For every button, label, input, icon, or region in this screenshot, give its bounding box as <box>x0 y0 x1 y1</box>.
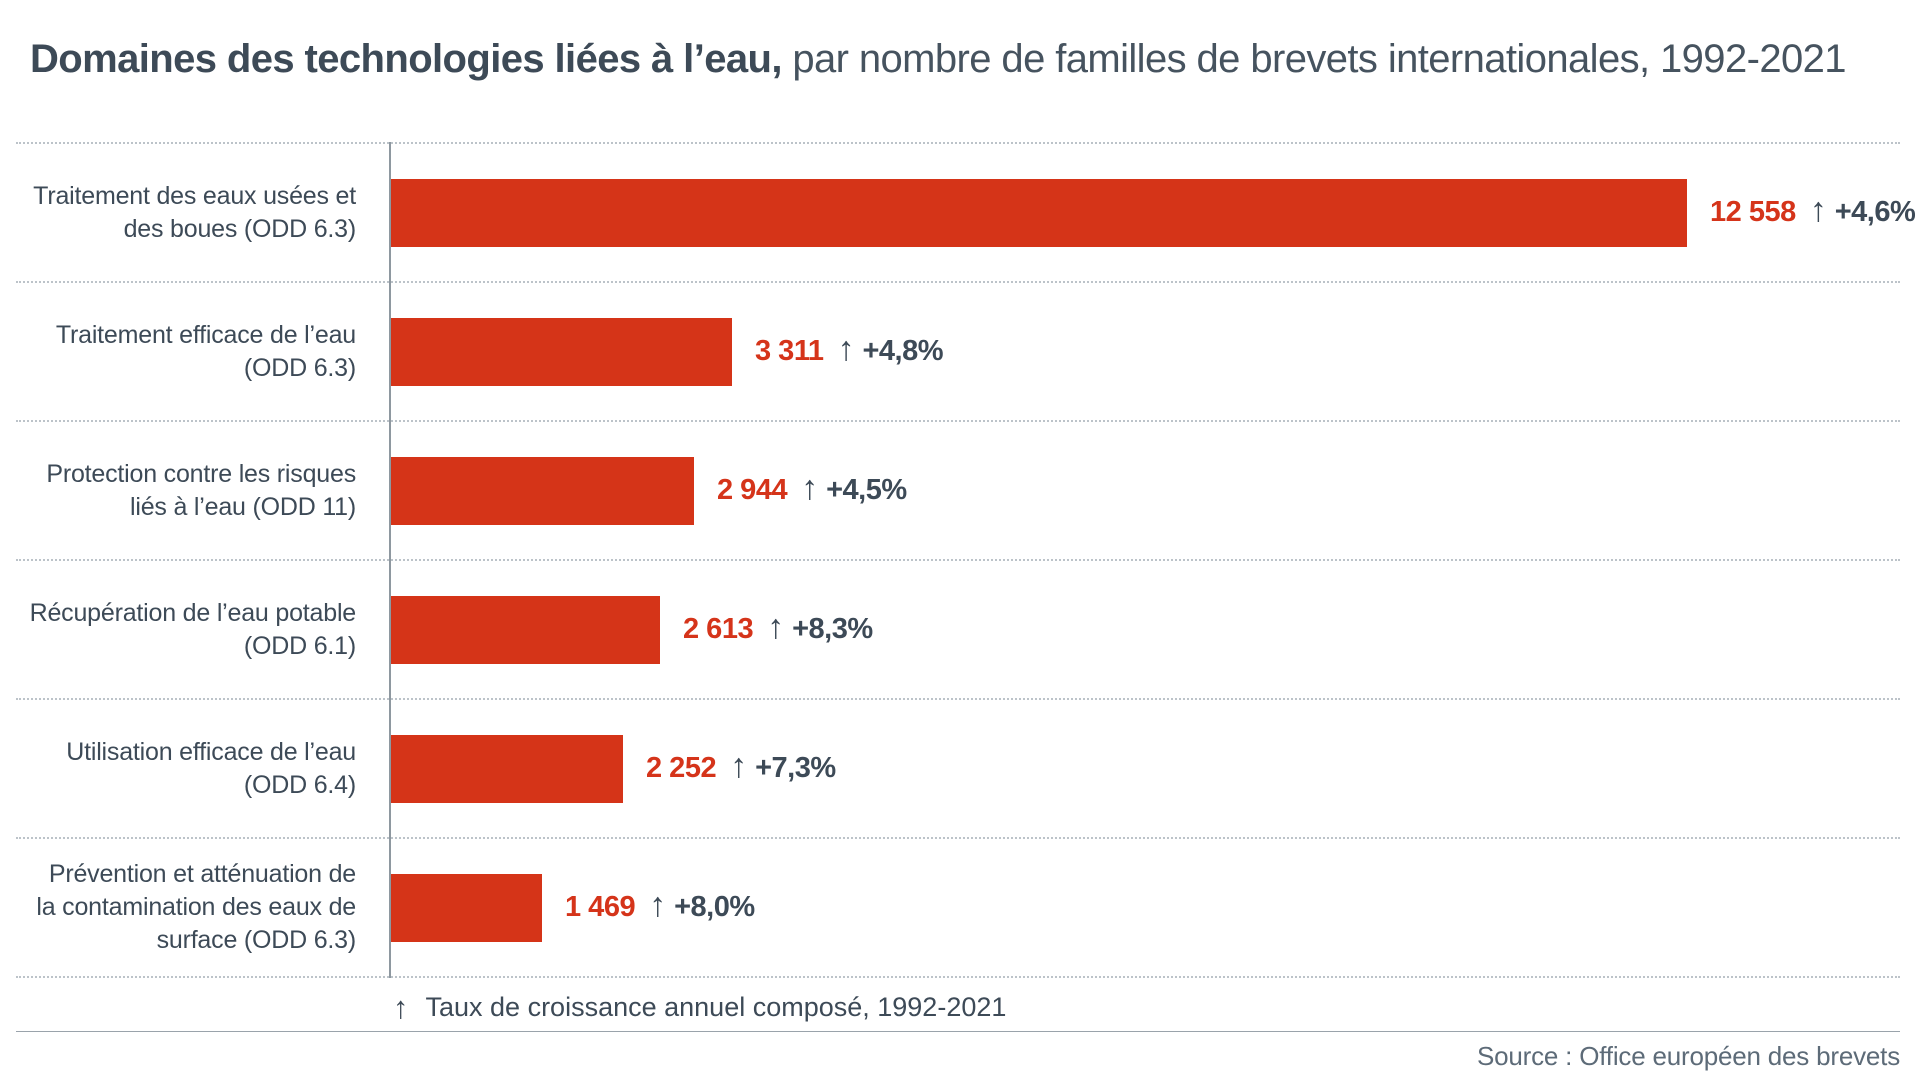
page-title: Domaines des technologies liées à l’eau,… <box>30 0 1900 82</box>
cagr-legend-label: Taux de croissance annuel composé, 1992-… <box>425 991 1007 1022</box>
bar <box>390 595 660 664</box>
category-label: Traitement efficace de l’eau (ODD 6.3) <box>55 320 356 382</box>
up-arrow-icon: ↑ <box>730 746 748 785</box>
category-label: Utilisation efficace de l’eau (ODD 6.4) <box>66 737 356 799</box>
bar-area: 1 469 ↑ +8,0% <box>390 873 1900 942</box>
chart-row: Traitement efficace de l’eau (ODD 6.3) 3… <box>16 281 1900 420</box>
cagr-label: +4,6% <box>1834 196 1916 228</box>
cagr-label: +4,5% <box>826 474 907 506</box>
value-group: 2 613 ↑ +8,3% <box>683 607 873 646</box>
value-label: 2 613 <box>683 613 754 645</box>
y-axis-line <box>389 142 391 978</box>
cagr-label: +8,3% <box>792 613 873 645</box>
up-arrow-icon: ↑ <box>767 607 785 646</box>
up-arrow-icon: ↑ <box>837 329 855 368</box>
value-label: 2 944 <box>717 474 788 506</box>
bar-area: 2 252 ↑ +7,3% <box>390 734 1900 803</box>
category-label: Récupération de l’eau potable (ODD 6.1) <box>29 598 357 660</box>
title-subtitle: par nombre de familles de brevets intern… <box>781 37 1846 81</box>
chart-row: Récupération de l’eau potable (ODD 6.1) … <box>16 559 1900 698</box>
title-emphasis: Domaines des technologies liées à l’eau, <box>30 37 782 81</box>
footer-divider <box>16 1031 1900 1032</box>
bar-area: 3 311 ↑ +4,8% <box>390 317 1900 386</box>
cagr-label: +4,8% <box>862 335 944 367</box>
up-arrow-icon: ↑ <box>393 989 409 1025</box>
bar-area: 2 944 ↑ +4,5% <box>390 456 1900 525</box>
bar <box>390 734 623 803</box>
cagr-legend: ↑ Taux de croissance annuel composé, 199… <box>16 989 1900 1025</box>
bar <box>390 873 542 942</box>
bar-area: 2 613 ↑ +8,3% <box>390 595 1900 664</box>
chart-row: Protection contre les risques liés à l’e… <box>16 420 1900 559</box>
chart-rows: Traitement des eaux usées et des boues (… <box>16 142 1916 978</box>
value-label: 12 558 <box>1710 196 1796 228</box>
chart-row: Traitement des eaux usées et des boues (… <box>16 142 1916 281</box>
value-group: 3 311 ↑ +4,8% <box>755 329 944 368</box>
bar <box>390 317 732 386</box>
value-group: 12 558 ↑ +4,6% <box>1710 190 1916 229</box>
chart-row: Utilisation efficace de l’eau (ODD 6.4) … <box>16 698 1900 837</box>
category-label: Prévention et atténuation de la contamin… <box>36 860 356 954</box>
value-label: 2 252 <box>646 752 717 784</box>
value-label: 3 311 <box>755 335 824 367</box>
category-label: Traitement des eaux usées et des boues (… <box>33 181 356 243</box>
up-arrow-icon: ↑ <box>649 885 667 924</box>
value-group: 1 469 ↑ +8,0% <box>565 885 755 924</box>
bar-chart: Traitement des eaux usées et des boues (… <box>16 142 1916 978</box>
bar-area: 12 558 ↑ +4,6% <box>390 178 1916 247</box>
cagr-label: +7,3% <box>755 752 836 784</box>
bar <box>390 178 1687 247</box>
chart-row: Prévention et atténuation de la contamin… <box>16 837 1900 976</box>
category-label: Protection contre les risques liés à l’e… <box>46 459 356 521</box>
up-arrow-icon: ↑ <box>1809 190 1827 229</box>
source-note: Source : Office européen des brevets <box>1476 1041 1900 1071</box>
value-group: 2 944 ↑ +4,5% <box>717 468 907 507</box>
up-arrow-icon: ↑ <box>801 468 819 507</box>
value-group: 2 252 ↑ +7,3% <box>646 746 836 785</box>
cagr-label: +8,0% <box>674 891 755 923</box>
bar <box>390 456 694 525</box>
value-label: 1 469 <box>565 891 636 923</box>
